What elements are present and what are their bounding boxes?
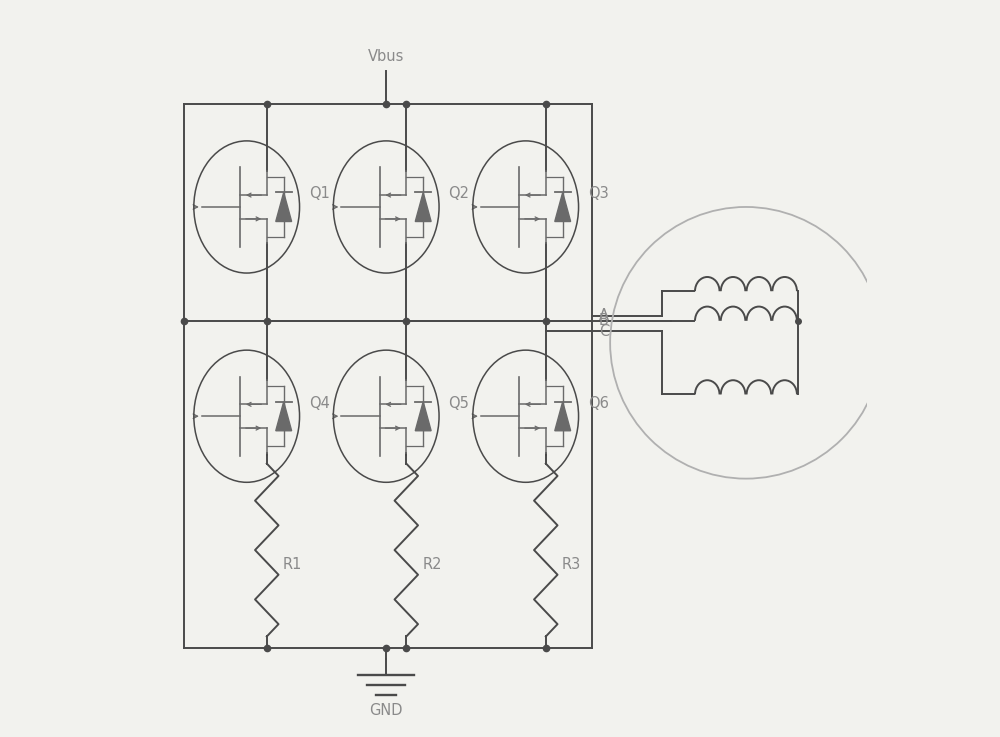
Polygon shape xyxy=(415,402,431,430)
Text: Q4: Q4 xyxy=(309,396,330,411)
Text: Q5: Q5 xyxy=(449,396,469,411)
Text: Q1: Q1 xyxy=(309,186,330,201)
Text: Q6: Q6 xyxy=(588,396,609,411)
Text: GND: GND xyxy=(369,702,403,718)
Text: R1: R1 xyxy=(283,557,302,573)
Text: Q2: Q2 xyxy=(449,186,470,201)
Polygon shape xyxy=(276,192,292,222)
Text: R3: R3 xyxy=(562,557,581,573)
Text: C: C xyxy=(599,324,609,338)
Polygon shape xyxy=(415,192,431,222)
Polygon shape xyxy=(555,402,571,430)
Polygon shape xyxy=(276,402,292,430)
Polygon shape xyxy=(555,192,571,222)
Text: Q3: Q3 xyxy=(588,186,609,201)
Text: B: B xyxy=(599,313,609,328)
Text: Vbus: Vbus xyxy=(368,49,404,64)
Text: A: A xyxy=(599,308,609,323)
Text: R2: R2 xyxy=(422,557,442,573)
